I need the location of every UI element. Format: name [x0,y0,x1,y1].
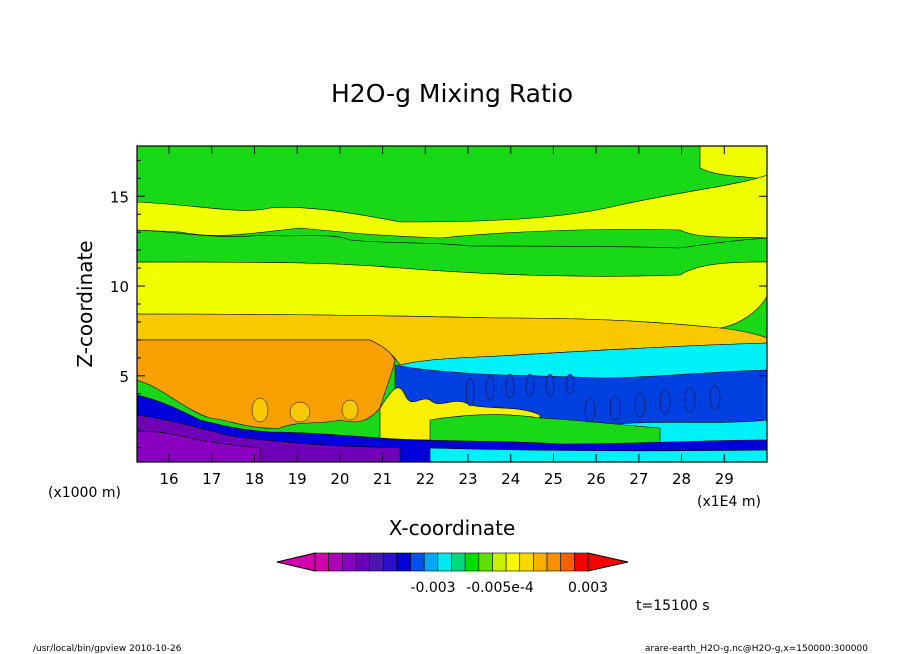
colorbar-swatch [478,552,493,572]
colorbar-swatch [355,552,370,572]
x-tick-label: 20 [330,470,349,488]
colorbar-label-3: 0.003 [568,580,608,596]
x-tick-label: 24 [501,470,520,488]
x-tick-label: 27 [629,470,648,488]
colorbar-swatch [546,552,561,572]
x-axis-ticks: 16 17 18 19 20 21 22 23 24 25 26 27 28 29 [159,146,734,488]
colorbar-swatch [492,552,507,572]
x-tick-label: 21 [373,470,392,488]
colorbar-swatch [396,552,411,572]
y-axis-ticks: 5 10 15 [110,159,767,449]
x-tick-label: 29 [715,470,734,488]
x-tick-label: 18 [245,470,264,488]
x-tick-label: 25 [544,470,563,488]
colorbar-swatch [464,552,480,572]
time-annotation: t=15100 s [636,598,710,614]
y-tick-label: 15 [110,188,129,206]
colorbar-label-1: -0.003 [410,580,455,596]
y-tick-label: 10 [110,278,129,296]
contour-fill [137,146,767,462]
colorbar-label-2: -0.005e-4 [466,580,534,596]
y-tick-label: 5 [119,368,129,386]
colorbar-swatch [519,552,534,572]
x-tick-label: 23 [458,470,477,488]
colorbar-swatch [533,552,548,572]
x-axis-label: X-coordinate [389,516,516,540]
footer-left: /usr/local/bin/gpview 2010-10-26 [33,644,182,654]
colorbar-swatch [574,552,589,572]
x-tick-label: 22 [416,470,435,488]
x-unit-right: (x1E4 m) [697,494,761,510]
footer-right: arare-earth_H2O-g.nc@H2O-g,x=150000:3000… [645,644,868,654]
colorbar-left-arrow [276,552,316,572]
colorbar-swatch [314,552,329,572]
colorbar-swatch [341,552,357,572]
x-tick-label: 17 [202,470,221,488]
colorbar-swatch [451,552,466,572]
colorbar-right-arrow [587,552,629,572]
colorbar [276,552,629,572]
x-tick-label: 26 [587,470,606,488]
colorbar-swatch [369,552,384,572]
colorbar-swatch [560,552,575,572]
x-tick-label: 16 [159,470,178,488]
colorbar-swatch [423,552,439,572]
colorbar-swatch [328,552,343,572]
x-tick-label: 19 [288,470,307,488]
colorbar-swatch [505,552,521,572]
x-unit-left: (x1000 m) [48,485,121,501]
chart-title: H2O-g Mixing Ratio [331,79,573,108]
colorbar-swatch [437,552,452,572]
colorbar-swatch [382,552,398,572]
y-axis-label: Z-coordinate [73,240,97,367]
x-tick-label: 28 [672,470,691,488]
colorbar-swatch [410,552,425,572]
